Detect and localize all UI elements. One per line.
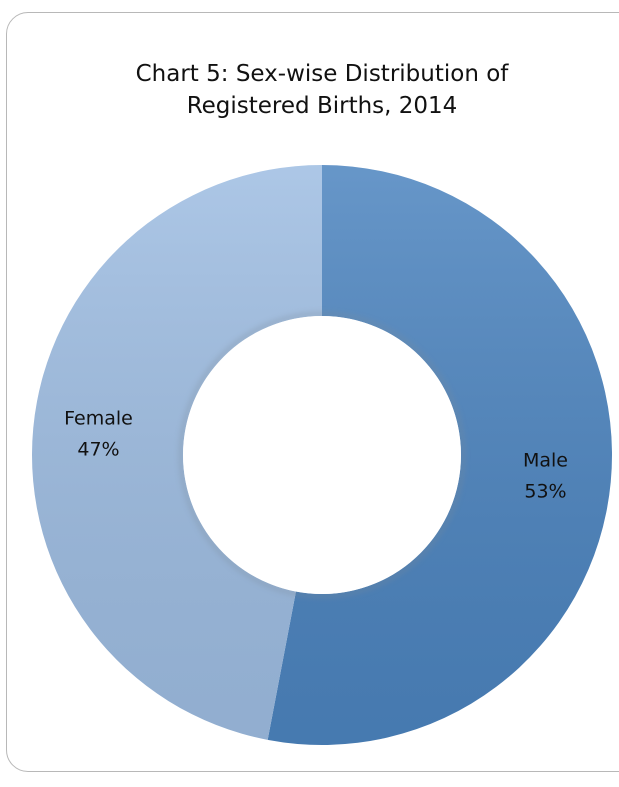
chart-frame [6, 12, 619, 772]
hole-shadow [179, 312, 465, 598]
category-label: Male [523, 450, 568, 472]
hole [183, 316, 461, 594]
value-label: 53% [524, 481, 566, 503]
value-label: 47% [77, 438, 119, 460]
slice-shade [32, 164, 322, 740]
chart-title: Chart 5: Sex-wise Distribution of Regist… [135, 61, 509, 119]
slice-shade [267, 165, 613, 745]
category-label: Female [64, 407, 133, 429]
